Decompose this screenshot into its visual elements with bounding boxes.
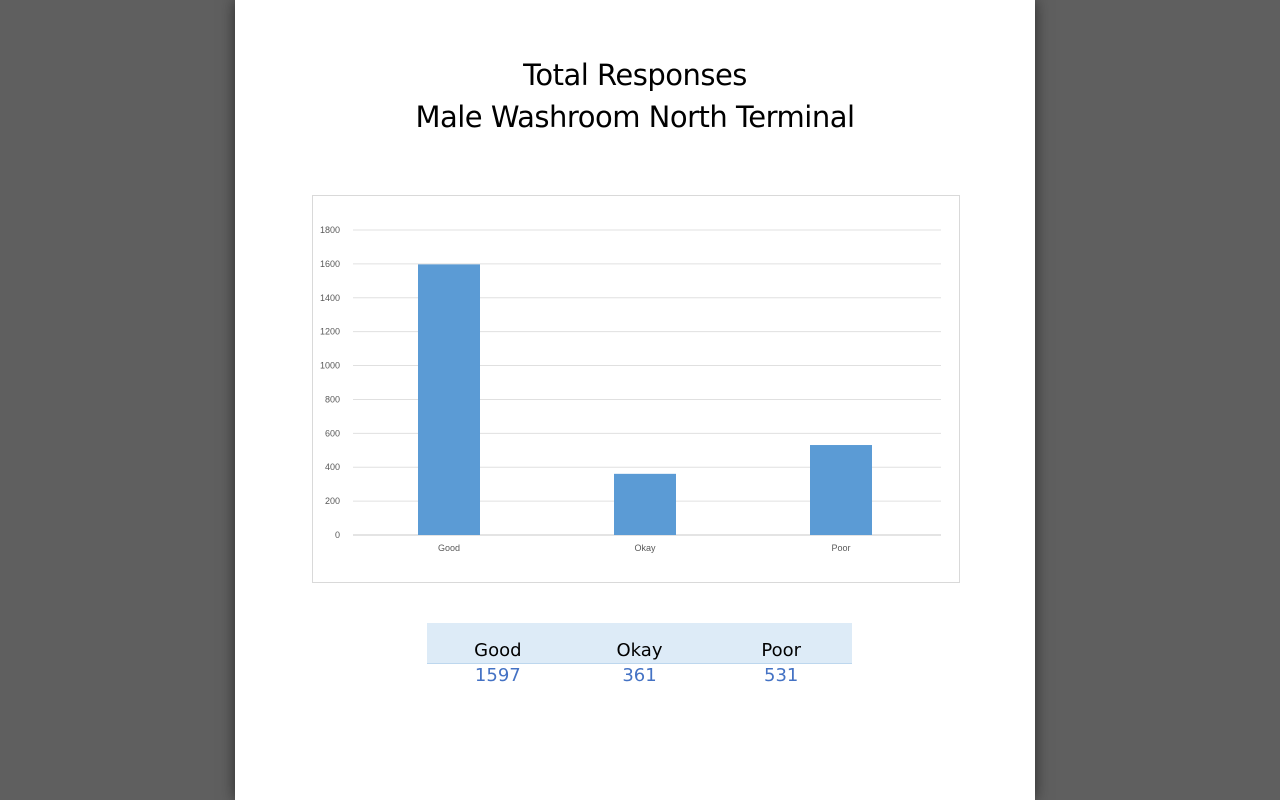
- y-tick-label: 1400: [320, 293, 340, 303]
- x-tick-label: Poor: [831, 543, 850, 553]
- summary-header-okay: Okay: [616, 640, 663, 661]
- bar-chart-svg: 0 200 400 600 800 1000 1200 1400 1600 1800 Good Oka…: [320, 225, 941, 553]
- y-tick-label: 200: [325, 496, 340, 506]
- x-tick-label: Okay: [634, 543, 656, 553]
- y-tick-label: 1000: [320, 361, 340, 371]
- y-tick-label: 600: [325, 428, 340, 438]
- y-tick-label: 1800: [320, 225, 340, 235]
- summary-header-row: Good Okay Poor: [427, 623, 852, 664]
- chart-title-line2: Male Washroom North Terminal: [415, 100, 855, 134]
- y-tick-label: 1200: [320, 327, 340, 337]
- bar-poor: [810, 445, 872, 535]
- summary-value-row: 1597 361 531: [427, 664, 852, 688]
- summary-header-poor: Poor: [761, 640, 801, 661]
- x-tick-label: Good: [438, 543, 460, 553]
- bar-okay: [614, 473, 676, 535]
- y-tick-label: 400: [325, 462, 340, 472]
- chart-title-line1: Total Responses: [523, 58, 747, 92]
- summary-value-good: 1597: [474, 665, 521, 686]
- summary-table: Good Okay Poor 1597 361 531: [427, 623, 852, 688]
- y-tick-label: 1600: [320, 259, 340, 269]
- y-tick-label: 0: [335, 530, 340, 540]
- summary-header-good: Good: [474, 640, 522, 661]
- document-page: Total Responses Male Washroom North Term…: [235, 0, 1035, 800]
- summary-value-poor: 531: [764, 665, 799, 686]
- summary-value-okay: 361: [622, 665, 657, 686]
- bar-good: [418, 264, 480, 535]
- y-tick-label: 800: [325, 394, 340, 404]
- bar-chart: 0 200 400 600 800 1000 1200 1400 1600 1800 Good Oka…: [312, 195, 960, 583]
